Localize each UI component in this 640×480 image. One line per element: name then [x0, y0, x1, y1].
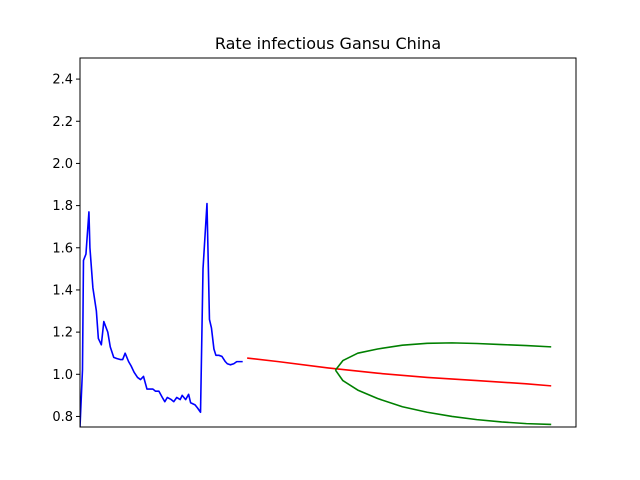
y-tick-label: 2.4 [52, 73, 73, 88]
series-line-observed [80, 202, 243, 427]
y-axis: 0.8 1.0 1.2 1.4 1.6 1.8 2.0 2.2 2.4 [52, 73, 80, 425]
y-tick-label: 1.6 [52, 241, 73, 256]
chart-title: Rate infectious Gansu China [215, 34, 441, 53]
y-tick-label: 1.8 [52, 199, 73, 214]
y-tick-label: 0.8 [52, 410, 73, 425]
series-line-projection [247, 357, 552, 387]
series-line-lower-bound [334, 369, 552, 426]
axes-frame [79, 57, 577, 428]
y-tick-label: 1.4 [52, 283, 73, 298]
y-tick-label: 2.2 [52, 115, 73, 130]
plot-area [80, 202, 552, 427]
y-tick-label: 2.0 [52, 157, 73, 172]
y-tick-label: 1.0 [52, 368, 73, 383]
series-line-upper-bound [334, 342, 552, 371]
y-tick-label: 1.2 [52, 326, 73, 341]
